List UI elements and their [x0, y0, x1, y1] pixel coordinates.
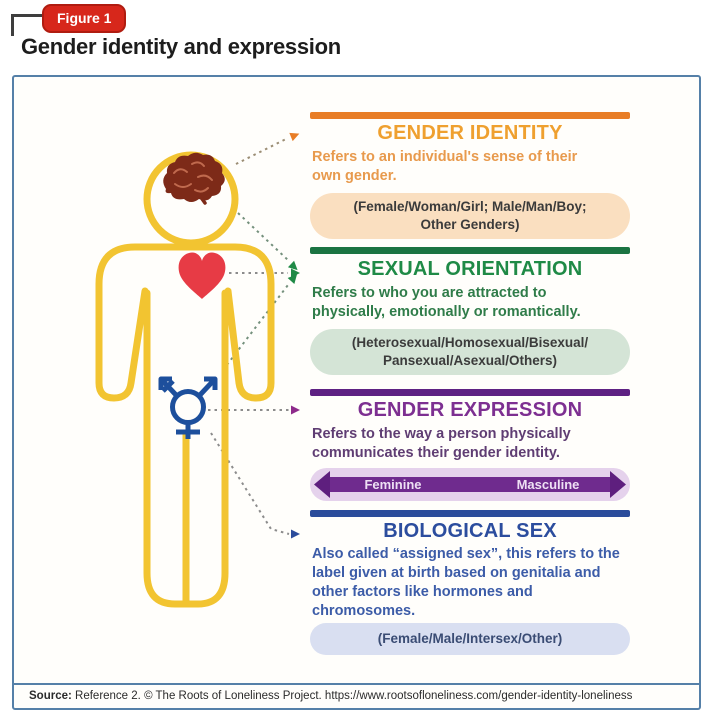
source-line: Source: Reference 2. © The Roots of Lone…	[14, 683, 699, 706]
connector-transgender-biological-sex	[210, 432, 300, 539]
figure-frame: GENDER IDENTITY Refers to an individual'…	[12, 75, 701, 710]
heart-icon	[178, 252, 226, 299]
sexual-orientation-examples-pill: (Heterosexual/Homosexual/Bisexual/ Panse…	[310, 329, 630, 375]
biological-sex-description: Also called “assigned sex”, this refers …	[312, 546, 620, 619]
corner-bracket	[11, 14, 47, 36]
sexual-orientation-bar	[310, 247, 630, 254]
gender-expression-title: GENDER EXPRESSION	[357, 399, 583, 421]
body-outline	[95, 243, 275, 402]
connector-brain-gender-identity	[235, 132, 300, 165]
connector-transgender-sexual-orientation	[222, 274, 298, 371]
person-figure	[95, 151, 275, 608]
masculine-label: Masculine	[516, 477, 580, 492]
feminine-label: Feminine	[364, 477, 422, 492]
gender-identity-title: GENDER IDENTITY	[377, 122, 563, 144]
feminine-masculine-arrow	[314, 471, 626, 498]
sexual-orientation-description: Refers to who you are attracted to physi…	[312, 285, 581, 320]
brain-icon	[163, 152, 225, 205]
gender-expression-scale: Feminine Masculine	[310, 468, 630, 501]
connector-brain-sexual-orientation	[237, 212, 298, 271]
page-title: Gender identity and expression	[21, 34, 341, 59]
source-label: Source:	[29, 690, 72, 702]
connector-heart-sexual-orientation	[229, 268, 300, 278]
transgender-icon	[158, 376, 218, 439]
biological-sex-title: BIOLOGICAL SEX	[383, 520, 557, 542]
gender-expression-bar	[310, 389, 630, 396]
gender-expression-description: Refers to the way a person physically co…	[312, 426, 571, 461]
source-text: Reference 2. © The Roots of Loneliness P…	[71, 690, 633, 702]
gender-identity-description: Refers to an individual's sense of their…	[312, 149, 578, 184]
gender-identity-bar	[310, 112, 630, 119]
biological-sex-bar	[310, 510, 630, 517]
gender-identity-examples-pill: (Female/Woman/Girl; Male/Man/Boy; Other …	[310, 193, 630, 239]
sexual-orientation-title: SEXUAL ORIENTATION	[357, 258, 583, 280]
biological-sex-examples-pill: (Female/Male/Intersex/Other)	[310, 623, 630, 655]
person-diagram	[95, 132, 300, 608]
figure-number-badge: Figure 1	[42, 4, 127, 33]
